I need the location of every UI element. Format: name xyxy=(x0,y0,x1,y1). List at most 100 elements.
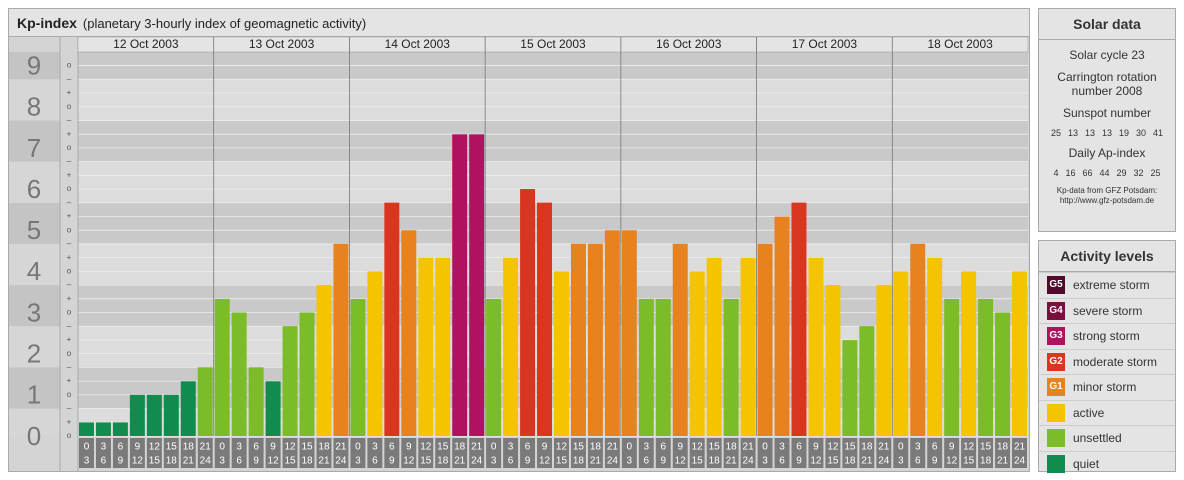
sunspot-value: 13 xyxy=(1084,128,1095,138)
minor-tick-label: o xyxy=(67,266,72,275)
hour-box xyxy=(859,438,875,468)
hour-box xyxy=(214,438,230,468)
minor-tick-label: + xyxy=(67,170,72,179)
day-label: 15 Oct 2003 xyxy=(520,37,586,51)
bar xyxy=(638,298,654,436)
day-label: 18 Oct 2003 xyxy=(927,37,993,51)
sunspot-value: 13 xyxy=(1101,128,1112,138)
day-label: 13 Oct 2003 xyxy=(249,37,315,51)
hour-box xyxy=(520,438,536,468)
hour-to: 21 xyxy=(590,456,602,467)
hour-from: 9 xyxy=(406,442,412,453)
chart-title: Kp-index xyxy=(17,15,77,31)
hour-to: 15 xyxy=(284,456,296,467)
label-band xyxy=(9,79,60,121)
hour-to: 6 xyxy=(236,456,242,467)
day-label: 14 Oct 2003 xyxy=(385,37,451,51)
hour-box xyxy=(112,438,128,468)
day-label: 16 Oct 2003 xyxy=(656,37,722,51)
hour-box xyxy=(231,438,247,468)
hour-box xyxy=(197,438,213,468)
hour-to: 21 xyxy=(861,456,873,467)
band xyxy=(78,243,1028,286)
hour-to: 3 xyxy=(84,456,90,467)
y-tick-label: 1 xyxy=(27,380,41,410)
bar xyxy=(248,367,264,436)
y-tick-label: 7 xyxy=(27,133,41,163)
level-label: moderate storm xyxy=(1073,354,1158,369)
label-band xyxy=(9,326,60,368)
hour-from: 21 xyxy=(471,442,483,453)
hour-from: 3 xyxy=(508,442,514,453)
hour-box xyxy=(418,438,434,468)
hour-from: 18 xyxy=(454,442,466,453)
hour-to: 3 xyxy=(762,456,768,467)
y-tick-label: 0 xyxy=(27,421,41,451)
ap-value: 4 xyxy=(1053,168,1059,178)
hour-from: 15 xyxy=(709,442,721,453)
hour-from: 0 xyxy=(898,442,904,453)
bar xyxy=(112,422,128,436)
level-row: G1 minor storm xyxy=(1039,374,1175,400)
level-label: severe storm xyxy=(1073,303,1143,318)
bar xyxy=(876,284,892,436)
hour-box xyxy=(808,438,824,468)
bar xyxy=(79,422,94,436)
hour-from: 6 xyxy=(796,442,802,453)
level-label: unsettled xyxy=(1073,431,1122,446)
bar xyxy=(570,243,586,436)
hour-box xyxy=(265,438,281,468)
hour-to: 15 xyxy=(149,456,161,467)
hour-from: 18 xyxy=(183,442,195,453)
ap-row: 4 16 66 44 29 32 25 xyxy=(1039,168,1175,178)
hour-box xyxy=(248,438,264,468)
bar xyxy=(384,202,400,436)
level-swatch: G2 xyxy=(1047,352,1065,371)
hour-to: 9 xyxy=(525,456,531,467)
hour-box xyxy=(740,438,756,468)
hour-to: 12 xyxy=(268,456,280,467)
minor-tick-label: + xyxy=(67,88,72,97)
hour-from: 15 xyxy=(573,442,585,453)
y-tick-label: 2 xyxy=(27,339,41,369)
hour-from: 18 xyxy=(590,442,602,453)
bar xyxy=(214,298,230,436)
bar xyxy=(350,298,366,436)
y-tick-label: 4 xyxy=(27,256,41,286)
hour-box xyxy=(638,438,654,468)
hour-from: 9 xyxy=(270,442,276,453)
hour-from: 15 xyxy=(844,442,856,453)
hour-box xyxy=(672,438,688,468)
hour-box xyxy=(978,438,994,468)
hour-box xyxy=(774,438,790,468)
panel-title: Solar data xyxy=(1039,9,1175,40)
bar xyxy=(299,312,315,436)
ap-title: Daily Ap-index xyxy=(1068,146,1146,160)
y-tick-label: 9 xyxy=(27,50,41,80)
hour-from: 3 xyxy=(101,442,107,453)
minor-tick-label: o xyxy=(67,308,72,317)
hour-from: 0 xyxy=(762,442,768,453)
hour-box xyxy=(655,438,671,468)
hour-to: 18 xyxy=(573,456,585,467)
hour-box xyxy=(333,438,349,468)
hour-box xyxy=(723,438,739,468)
hour-from: 12 xyxy=(692,442,704,453)
hour-to: 24 xyxy=(1014,456,1026,467)
hour-to: 18 xyxy=(709,456,721,467)
chart-subtitle: (planetary 3-hourly index of geomagnetic… xyxy=(82,16,367,31)
bar xyxy=(740,257,756,436)
day-label: 17 Oct 2003 xyxy=(792,37,858,51)
hour-from: 15 xyxy=(301,442,313,453)
sunspot-value: 30 xyxy=(1136,128,1147,138)
hour-from: 6 xyxy=(253,442,259,453)
hour-to: 9 xyxy=(389,456,395,467)
level-swatch: G5 xyxy=(1047,276,1065,295)
bar xyxy=(554,271,569,436)
minor-tick-label: + xyxy=(67,335,72,344)
hour-box xyxy=(825,438,841,468)
bar xyxy=(791,202,807,436)
hour-box xyxy=(299,438,315,468)
hour-from: 6 xyxy=(932,442,938,453)
hour-to: 15 xyxy=(420,456,432,467)
